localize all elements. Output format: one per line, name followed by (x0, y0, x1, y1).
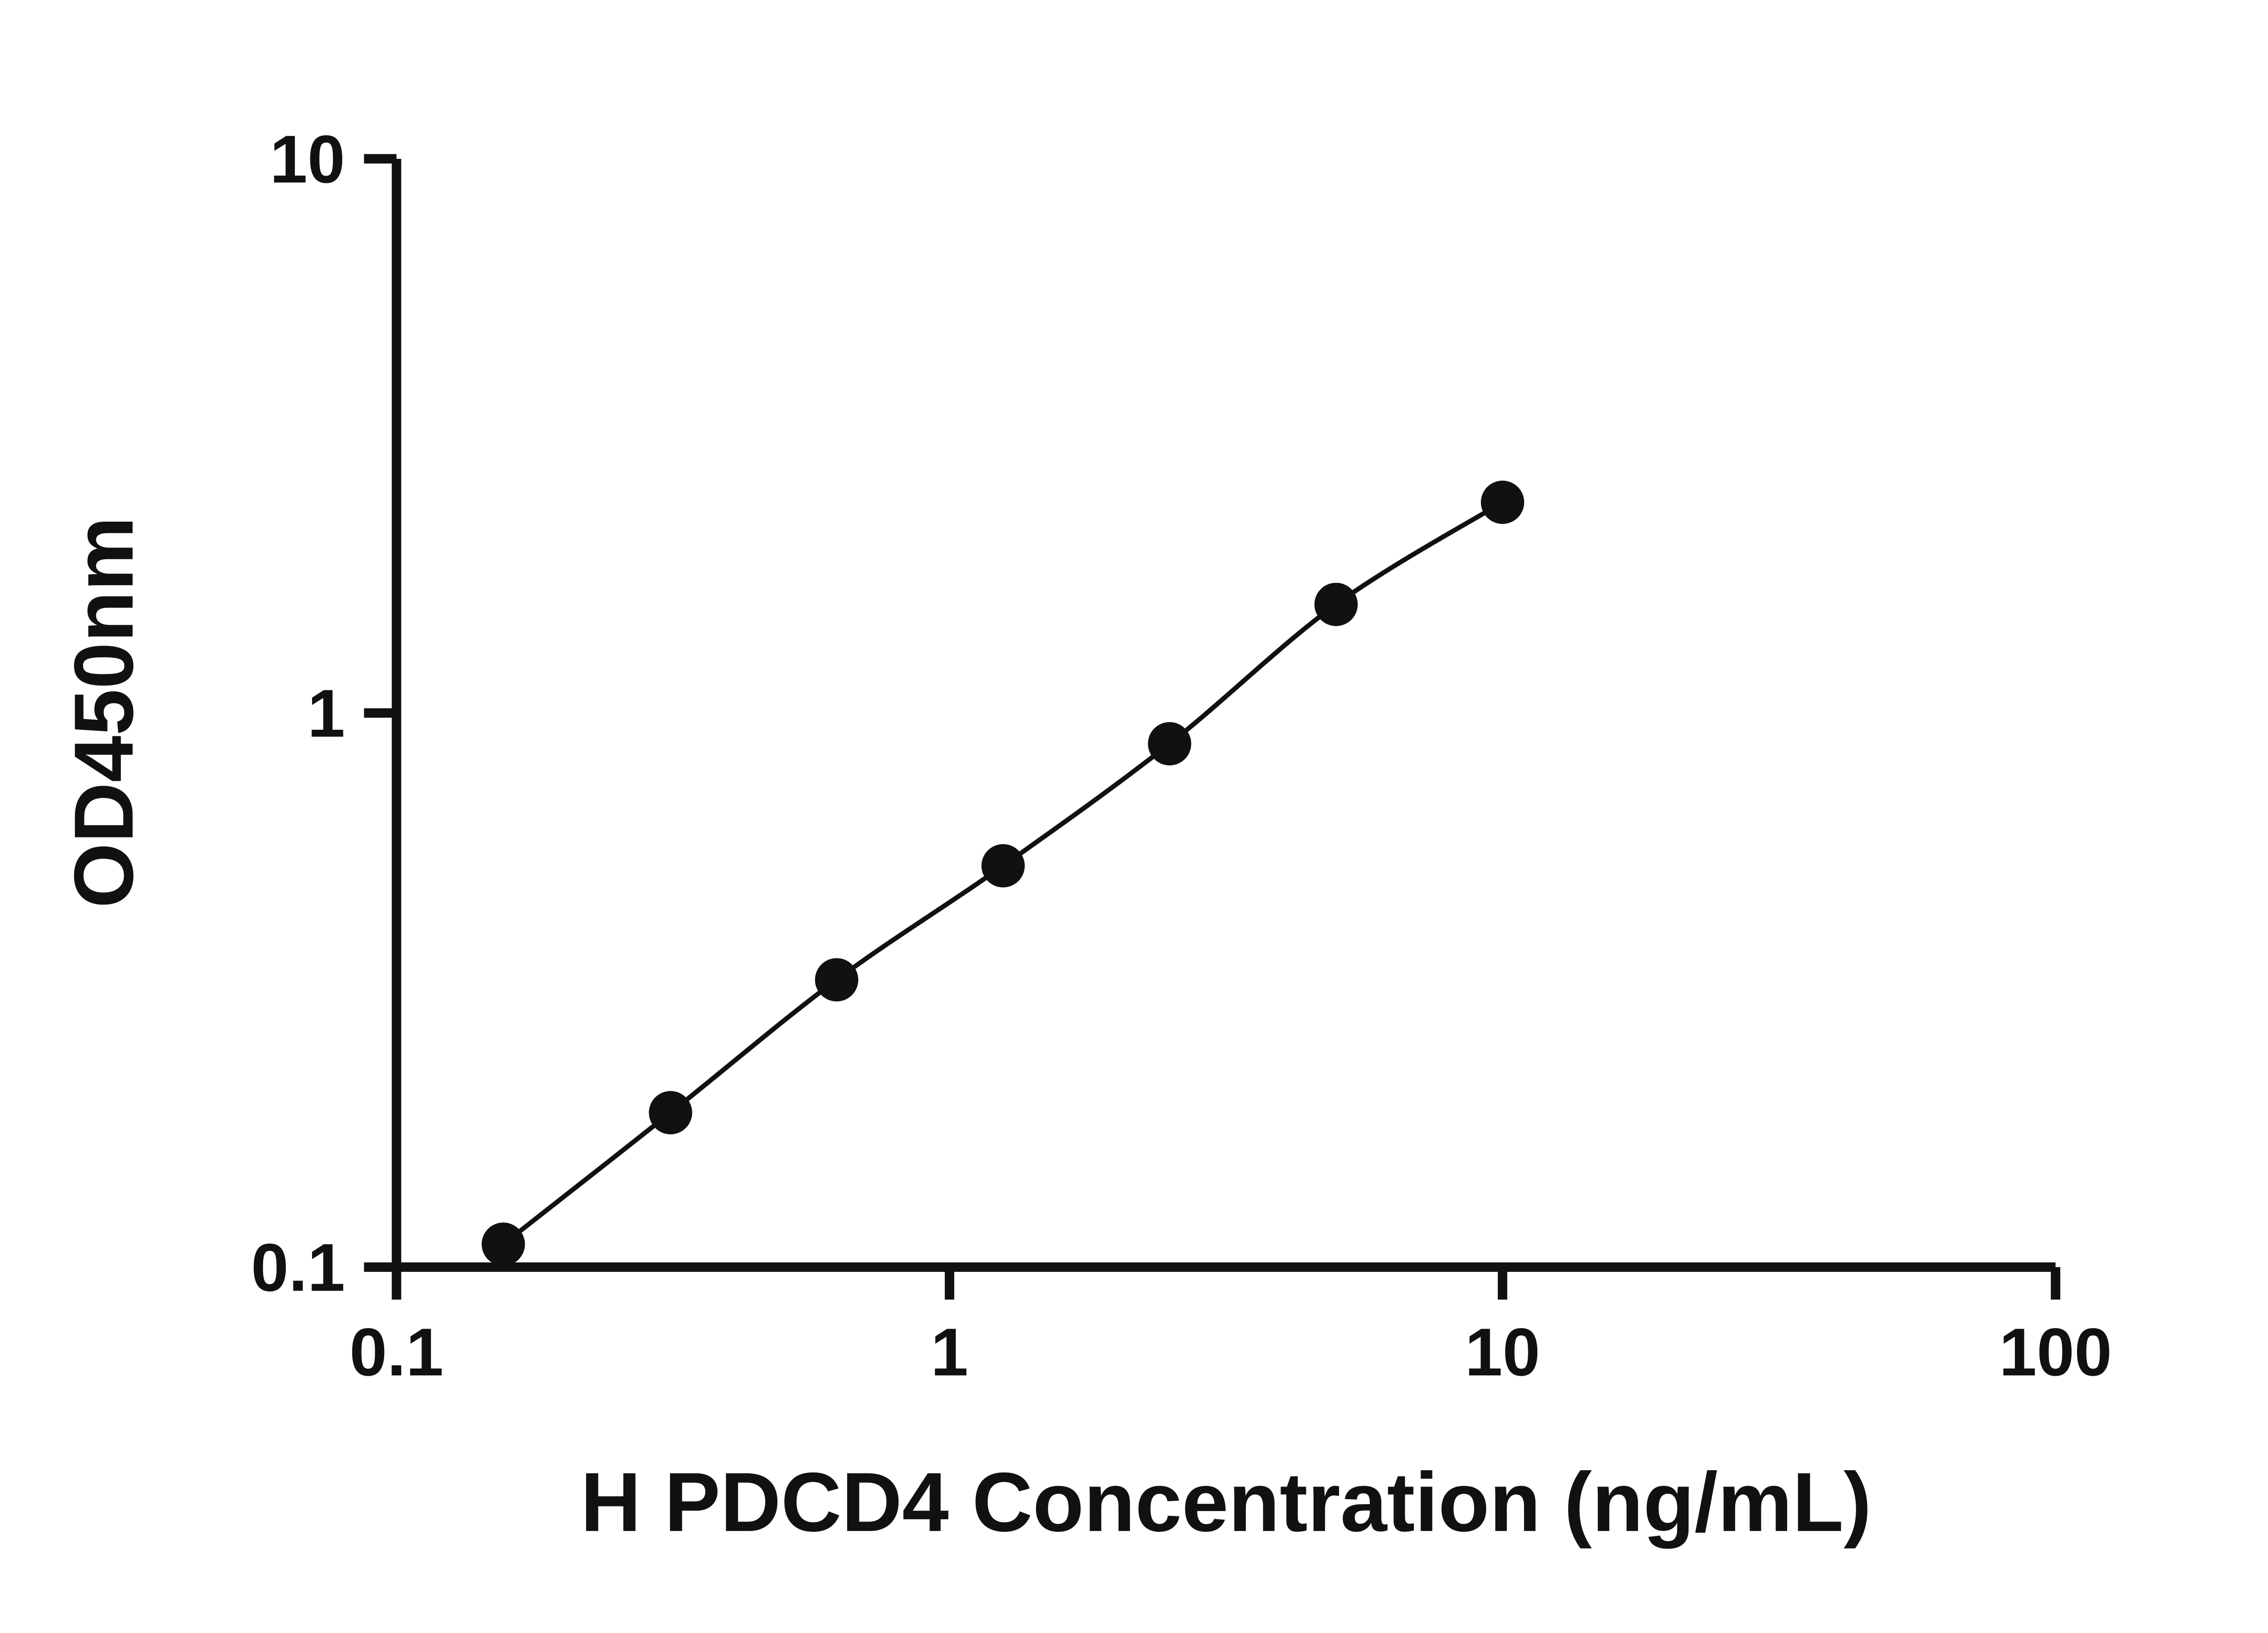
y-axis-label: OD450nm (57, 517, 151, 908)
data-point (1314, 582, 1358, 626)
x-tick-label: 100 (1999, 1314, 2112, 1390)
data-point (1481, 480, 1525, 524)
data-point (1148, 722, 1192, 766)
x-tick-label: 0.1 (349, 1314, 443, 1390)
plot-area: 0.1 1 10 0.1 1 10 100 (251, 121, 2112, 1390)
data-point (815, 958, 859, 1002)
data-point (981, 844, 1025, 888)
data-point (649, 1091, 692, 1134)
axis-spine (391, 159, 2056, 1272)
x-axis-label: H PDCD4 Concentration (ng/mL) (581, 1456, 1872, 1549)
y-tick-label: 10 (270, 121, 345, 197)
x-tick-label: 1 (931, 1314, 968, 1390)
data-point (481, 1222, 525, 1266)
y-tick-label: 0.1 (251, 1230, 345, 1305)
y-tick-label: 1 (308, 675, 345, 751)
x-tick-label: 10 (1465, 1314, 1540, 1390)
